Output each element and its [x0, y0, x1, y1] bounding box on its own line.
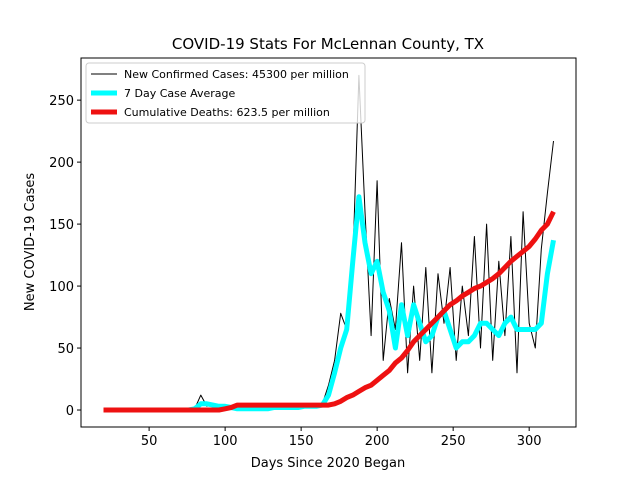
x-tick-label: 50	[141, 434, 158, 449]
x-tick-label: 150	[289, 434, 314, 449]
x-tick-label: 100	[213, 434, 238, 449]
x-axis-label: Days Since 2020 Began	[251, 456, 406, 471]
y-tick-label: 250	[49, 94, 74, 109]
series-line	[103, 210, 556, 413]
x-tick-label: 200	[365, 434, 390, 449]
y-tick-label: 100	[49, 280, 74, 295]
y-axis-label: New COVID-19 Cases	[23, 173, 38, 311]
legend-label: New Confirmed Cases: 45300 per million	[124, 68, 349, 81]
chart-title: COVID-19 Stats For McLennan County, TX	[172, 35, 484, 53]
y-tick-label: 50	[57, 342, 74, 357]
plot-frame	[80, 57, 577, 428]
y-tick-label: 150	[49, 218, 74, 233]
legend-label: Cumulative Deaths: 623.5 per million	[124, 106, 330, 119]
legend-box	[85, 62, 366, 124]
x-tick-label: 300	[517, 434, 542, 449]
x-tick-label: 250	[441, 434, 466, 449]
legend-label: 7 Day Case Average	[124, 87, 236, 100]
y-tick-label: 0	[66, 404, 74, 419]
y-tick-label: 200	[49, 156, 74, 171]
